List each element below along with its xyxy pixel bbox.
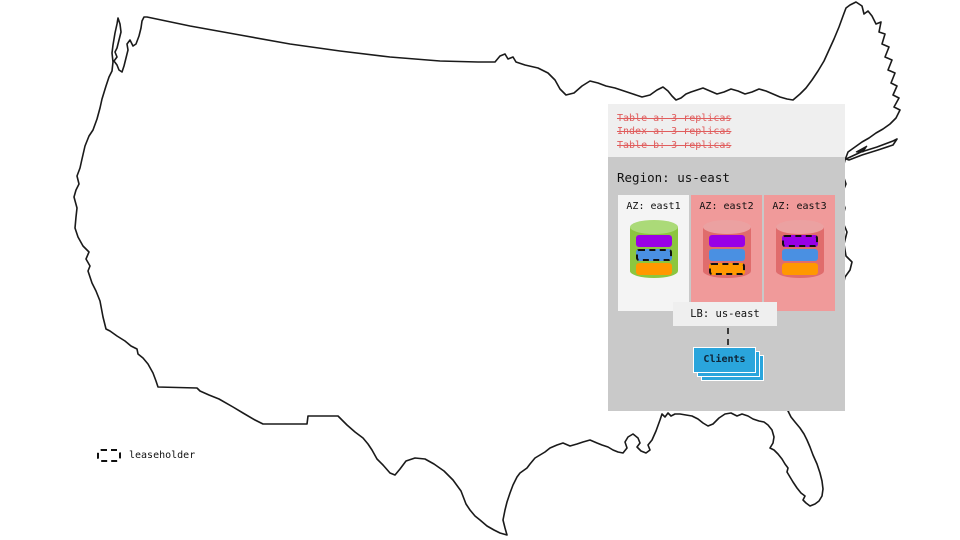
clients-stack: Clients: [693, 347, 764, 381]
az-box-east3: AZ: east3: [764, 195, 835, 311]
cylinder-top: [629, 220, 678, 234]
database-node: [775, 220, 824, 278]
replica-bar-leaseholder: [708, 263, 745, 275]
annotation-line: Table a: 3 replicas: [617, 113, 732, 124]
replica-bar-leaseholder: [635, 249, 672, 261]
clients-box: Clients: [693, 347, 756, 373]
zone-config-annotations: Table a: 3 replicas Index a: 3 replicas …: [608, 104, 845, 157]
replica-bar: [635, 263, 672, 275]
cylinder-top: [775, 220, 824, 234]
replica-bar-leaseholder: [781, 235, 818, 247]
long-island-outline: [845, 138, 898, 161]
replica-bar: [708, 249, 745, 261]
az-box-east1: AZ: east1: [618, 195, 689, 311]
az-label: AZ: east1: [626, 201, 681, 212]
lb-clients-connector: [727, 328, 729, 345]
region-us-east-box: Region: us-east AZ: east1 AZ: east2: [608, 157, 845, 411]
az-row: AZ: east1 AZ: east2 AZ: east3: [618, 195, 835, 311]
replica-bar: [781, 263, 818, 275]
load-balancer-box: LB: us-east: [673, 302, 777, 326]
database-node: [629, 220, 678, 278]
leaseholder-swatch: [97, 449, 121, 462]
legend: leaseholder: [97, 449, 195, 462]
az-label: AZ: east2: [699, 201, 754, 212]
long-island-arrow: [855, 145, 868, 153]
annotation-line: Index a: 3 replicas: [617, 126, 732, 138]
replica-bar: [781, 249, 818, 261]
continental-us-outline: [73, 1, 901, 536]
database-node: [702, 220, 751, 278]
az-box-east2: AZ: east2: [691, 195, 762, 311]
az-label: AZ: east3: [772, 201, 827, 212]
replica-bar: [708, 235, 745, 247]
legend-label: leaseholder: [129, 450, 196, 461]
replica-bar: [635, 235, 672, 247]
annotation-line: Table b: 3 replicas: [617, 139, 732, 151]
cylinder-top: [702, 220, 751, 234]
region-title: Region: us-east: [617, 170, 730, 185]
